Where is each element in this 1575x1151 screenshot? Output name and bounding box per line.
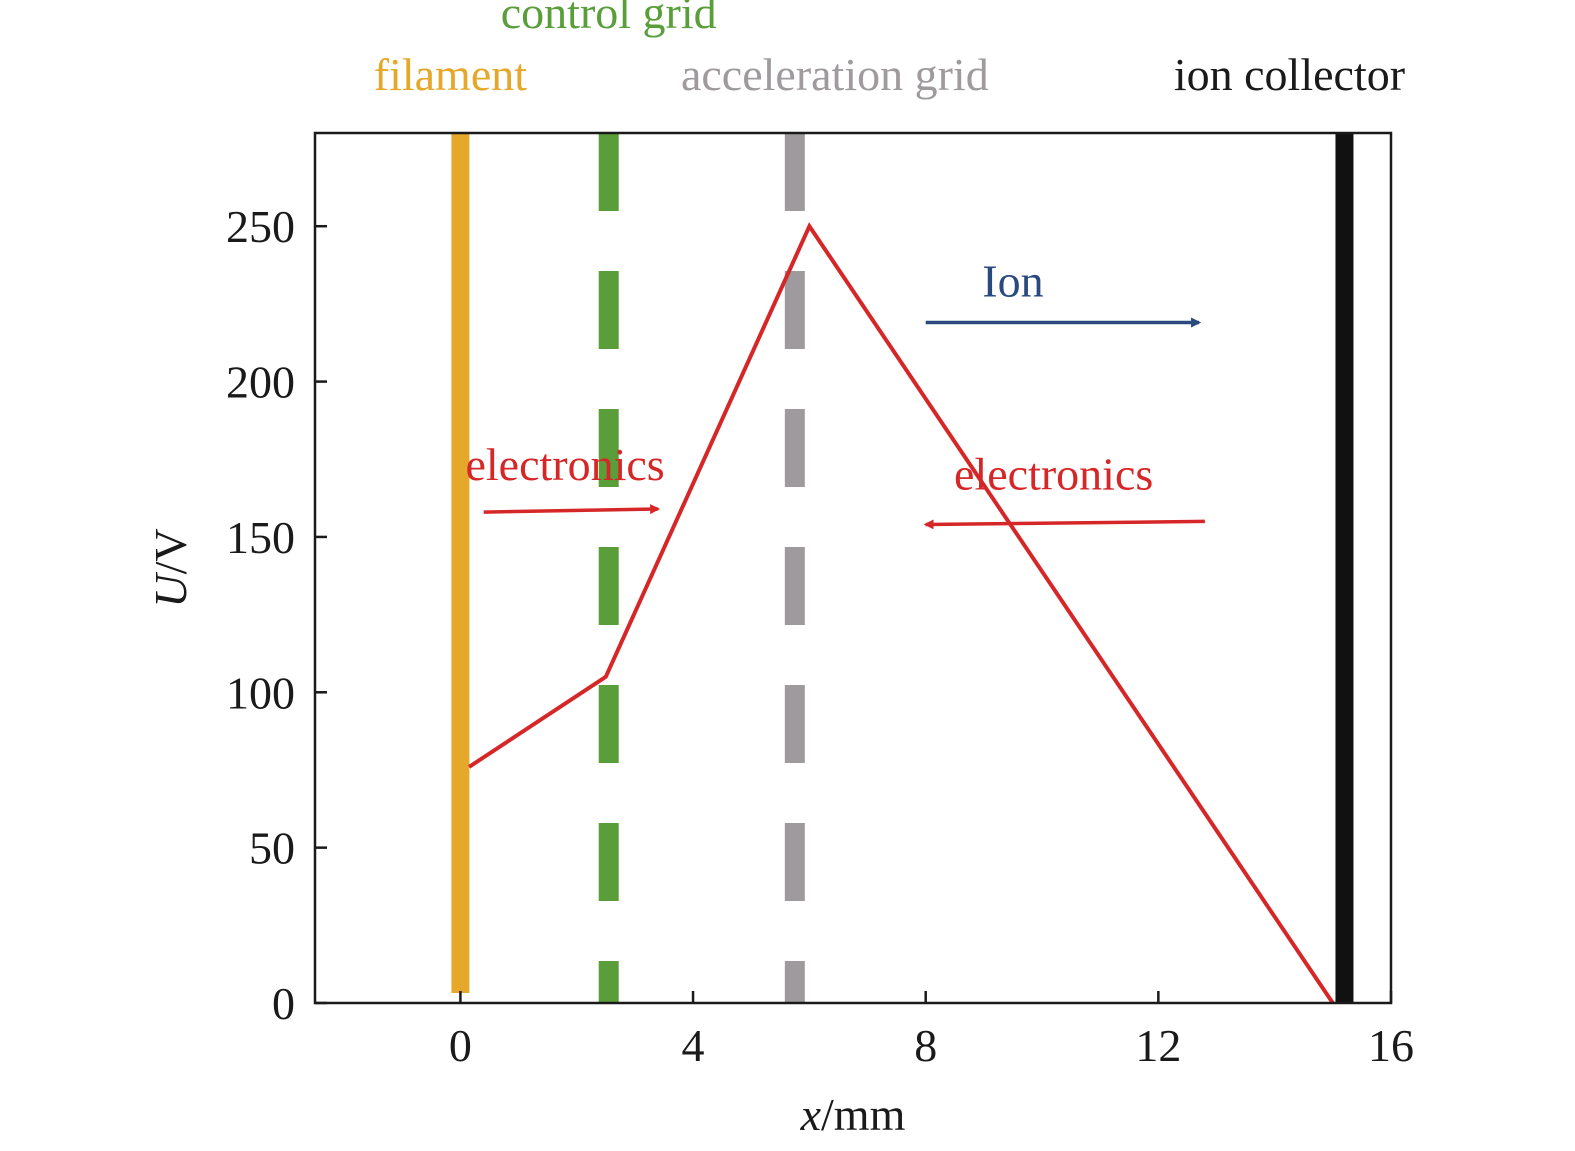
annotation-arrow-0 xyxy=(483,504,661,515)
y-tick-label-0: 0 xyxy=(272,978,295,1029)
x-axis-title: x/mm xyxy=(800,1089,906,1140)
annotation-label-1: electronics xyxy=(954,448,1153,499)
x-tick-label-12: 12 xyxy=(1135,1020,1181,1071)
x-tick-label-4: 4 xyxy=(682,1020,705,1071)
y-axis-title: U/V xyxy=(145,528,196,607)
annotation-arrow-1 xyxy=(923,519,1205,530)
x-tick-label-16: 16 xyxy=(1368,1020,1414,1071)
x-tick-label-8: 8 xyxy=(914,1020,937,1071)
annotation-label-2: Ion xyxy=(982,256,1043,307)
label-layer: filament control grid acceleration grid ion… xyxy=(226,0,1414,1071)
series-line-0 xyxy=(467,222,1335,1005)
y-tick-label-100: 100 xyxy=(226,667,295,718)
annotation-label-0: electronics xyxy=(465,439,664,490)
electrode-label-ion-collector: ion collector xyxy=(1174,49,1405,100)
y-tick-label-150: 150 xyxy=(226,512,295,563)
y-tick-label-250: 250 xyxy=(226,201,295,252)
electrode-label-control-grid: control grid xyxy=(501,0,717,38)
electrode-layer xyxy=(451,133,1354,1003)
annotation-layer: electronics electronics Ion xyxy=(465,256,1205,530)
plot-frame xyxy=(313,131,1393,1005)
y-tick-label-200: 200 xyxy=(226,357,295,408)
electrode-label-filament: filament xyxy=(374,49,527,100)
electrode-label-acceleration-grid: acceleration grid xyxy=(681,49,989,100)
tick-layer xyxy=(315,224,1393,1005)
y-tick-label-50: 50 xyxy=(249,823,295,874)
series-layer xyxy=(467,222,1335,1005)
x-tick-label-0: 0 xyxy=(449,1020,472,1071)
